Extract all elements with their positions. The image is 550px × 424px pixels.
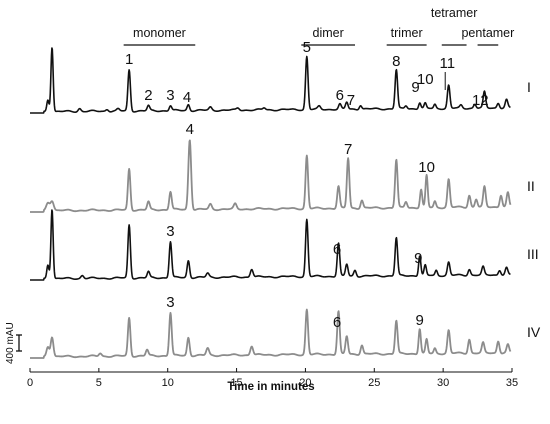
peak-label-i-9: 9 bbox=[411, 79, 419, 96]
peak-label-i-1: 1 bbox=[125, 51, 133, 68]
x-tick-label-25: 25 bbox=[368, 377, 380, 389]
scale-bar: 400 mAU bbox=[5, 322, 22, 364]
group-label-monomer: monomer bbox=[133, 26, 186, 40]
peak-label-i-4: 4 bbox=[183, 89, 191, 106]
peak-label-iv-6: 6 bbox=[333, 314, 341, 331]
peak-label-ii-10: 10 bbox=[418, 159, 435, 176]
x-tick-label-10: 10 bbox=[162, 377, 174, 389]
group-label-trimer: trimer bbox=[391, 26, 423, 40]
chromatogram-traces bbox=[29, 47, 512, 359]
x-axis-ticks: 0 5 10 15 20 25 30 35 bbox=[27, 368, 518, 389]
trace-label-i: I bbox=[527, 79, 531, 95]
peak-label-iii-9: 9 bbox=[414, 250, 422, 267]
trace-line-ii bbox=[29, 139, 512, 213]
peak-label-i-10: 10 bbox=[417, 71, 434, 88]
peak-label-iii-6: 6 bbox=[333, 241, 341, 258]
trace-line-iii bbox=[29, 209, 511, 281]
peak-label-i-7: 7 bbox=[347, 92, 355, 109]
x-tick-label-35: 35 bbox=[506, 377, 518, 389]
trace-label-ii: II bbox=[527, 178, 535, 194]
group-label-pentamer: pentamer bbox=[461, 26, 514, 40]
x-axis: 0 5 10 15 20 25 30 35 Time in minutes bbox=[27, 368, 518, 393]
peak-label-iii-3: 3 bbox=[166, 223, 174, 240]
peak-label-i-2: 2 bbox=[144, 87, 152, 104]
x-axis-title: Time in minutes bbox=[227, 381, 314, 393]
trace-label-iii: III bbox=[527, 246, 539, 262]
x-tick-label-0: 0 bbox=[27, 377, 33, 389]
x-tick-label-20: 20 bbox=[299, 377, 311, 389]
peak-label-i-12: 12 bbox=[472, 92, 489, 109]
peak-label-iv-3: 3 bbox=[166, 294, 174, 311]
x-tick-label-30: 30 bbox=[437, 377, 449, 389]
peak-label-i-6: 6 bbox=[336, 87, 344, 104]
group-label-dimer: dimer bbox=[313, 26, 344, 40]
peak-label-i-5: 5 bbox=[303, 39, 311, 56]
trace-line-i bbox=[29, 47, 511, 114]
peak-label-i-3: 3 bbox=[166, 87, 174, 104]
peak-label-ii-4: 4 bbox=[186, 121, 194, 138]
trace-line-iv bbox=[29, 308, 512, 359]
trace-label-iv: IV bbox=[527, 324, 541, 340]
fraction-groups: monomer dimer trimer tetramer pentamer bbox=[123, 6, 514, 46]
x-tick-label-15: 15 bbox=[230, 377, 242, 389]
peak-label-ii-7: 7 bbox=[344, 141, 352, 158]
peak-label-iv-9: 9 bbox=[416, 312, 424, 329]
scale-bar-label: 400 mAU bbox=[5, 322, 16, 364]
peak-label-i-11: 11 bbox=[439, 55, 455, 72]
peak-label-i-8: 8 bbox=[392, 53, 400, 70]
group-label-tetramer: tetramer bbox=[431, 6, 478, 20]
x-tick-label-5: 5 bbox=[96, 377, 102, 389]
